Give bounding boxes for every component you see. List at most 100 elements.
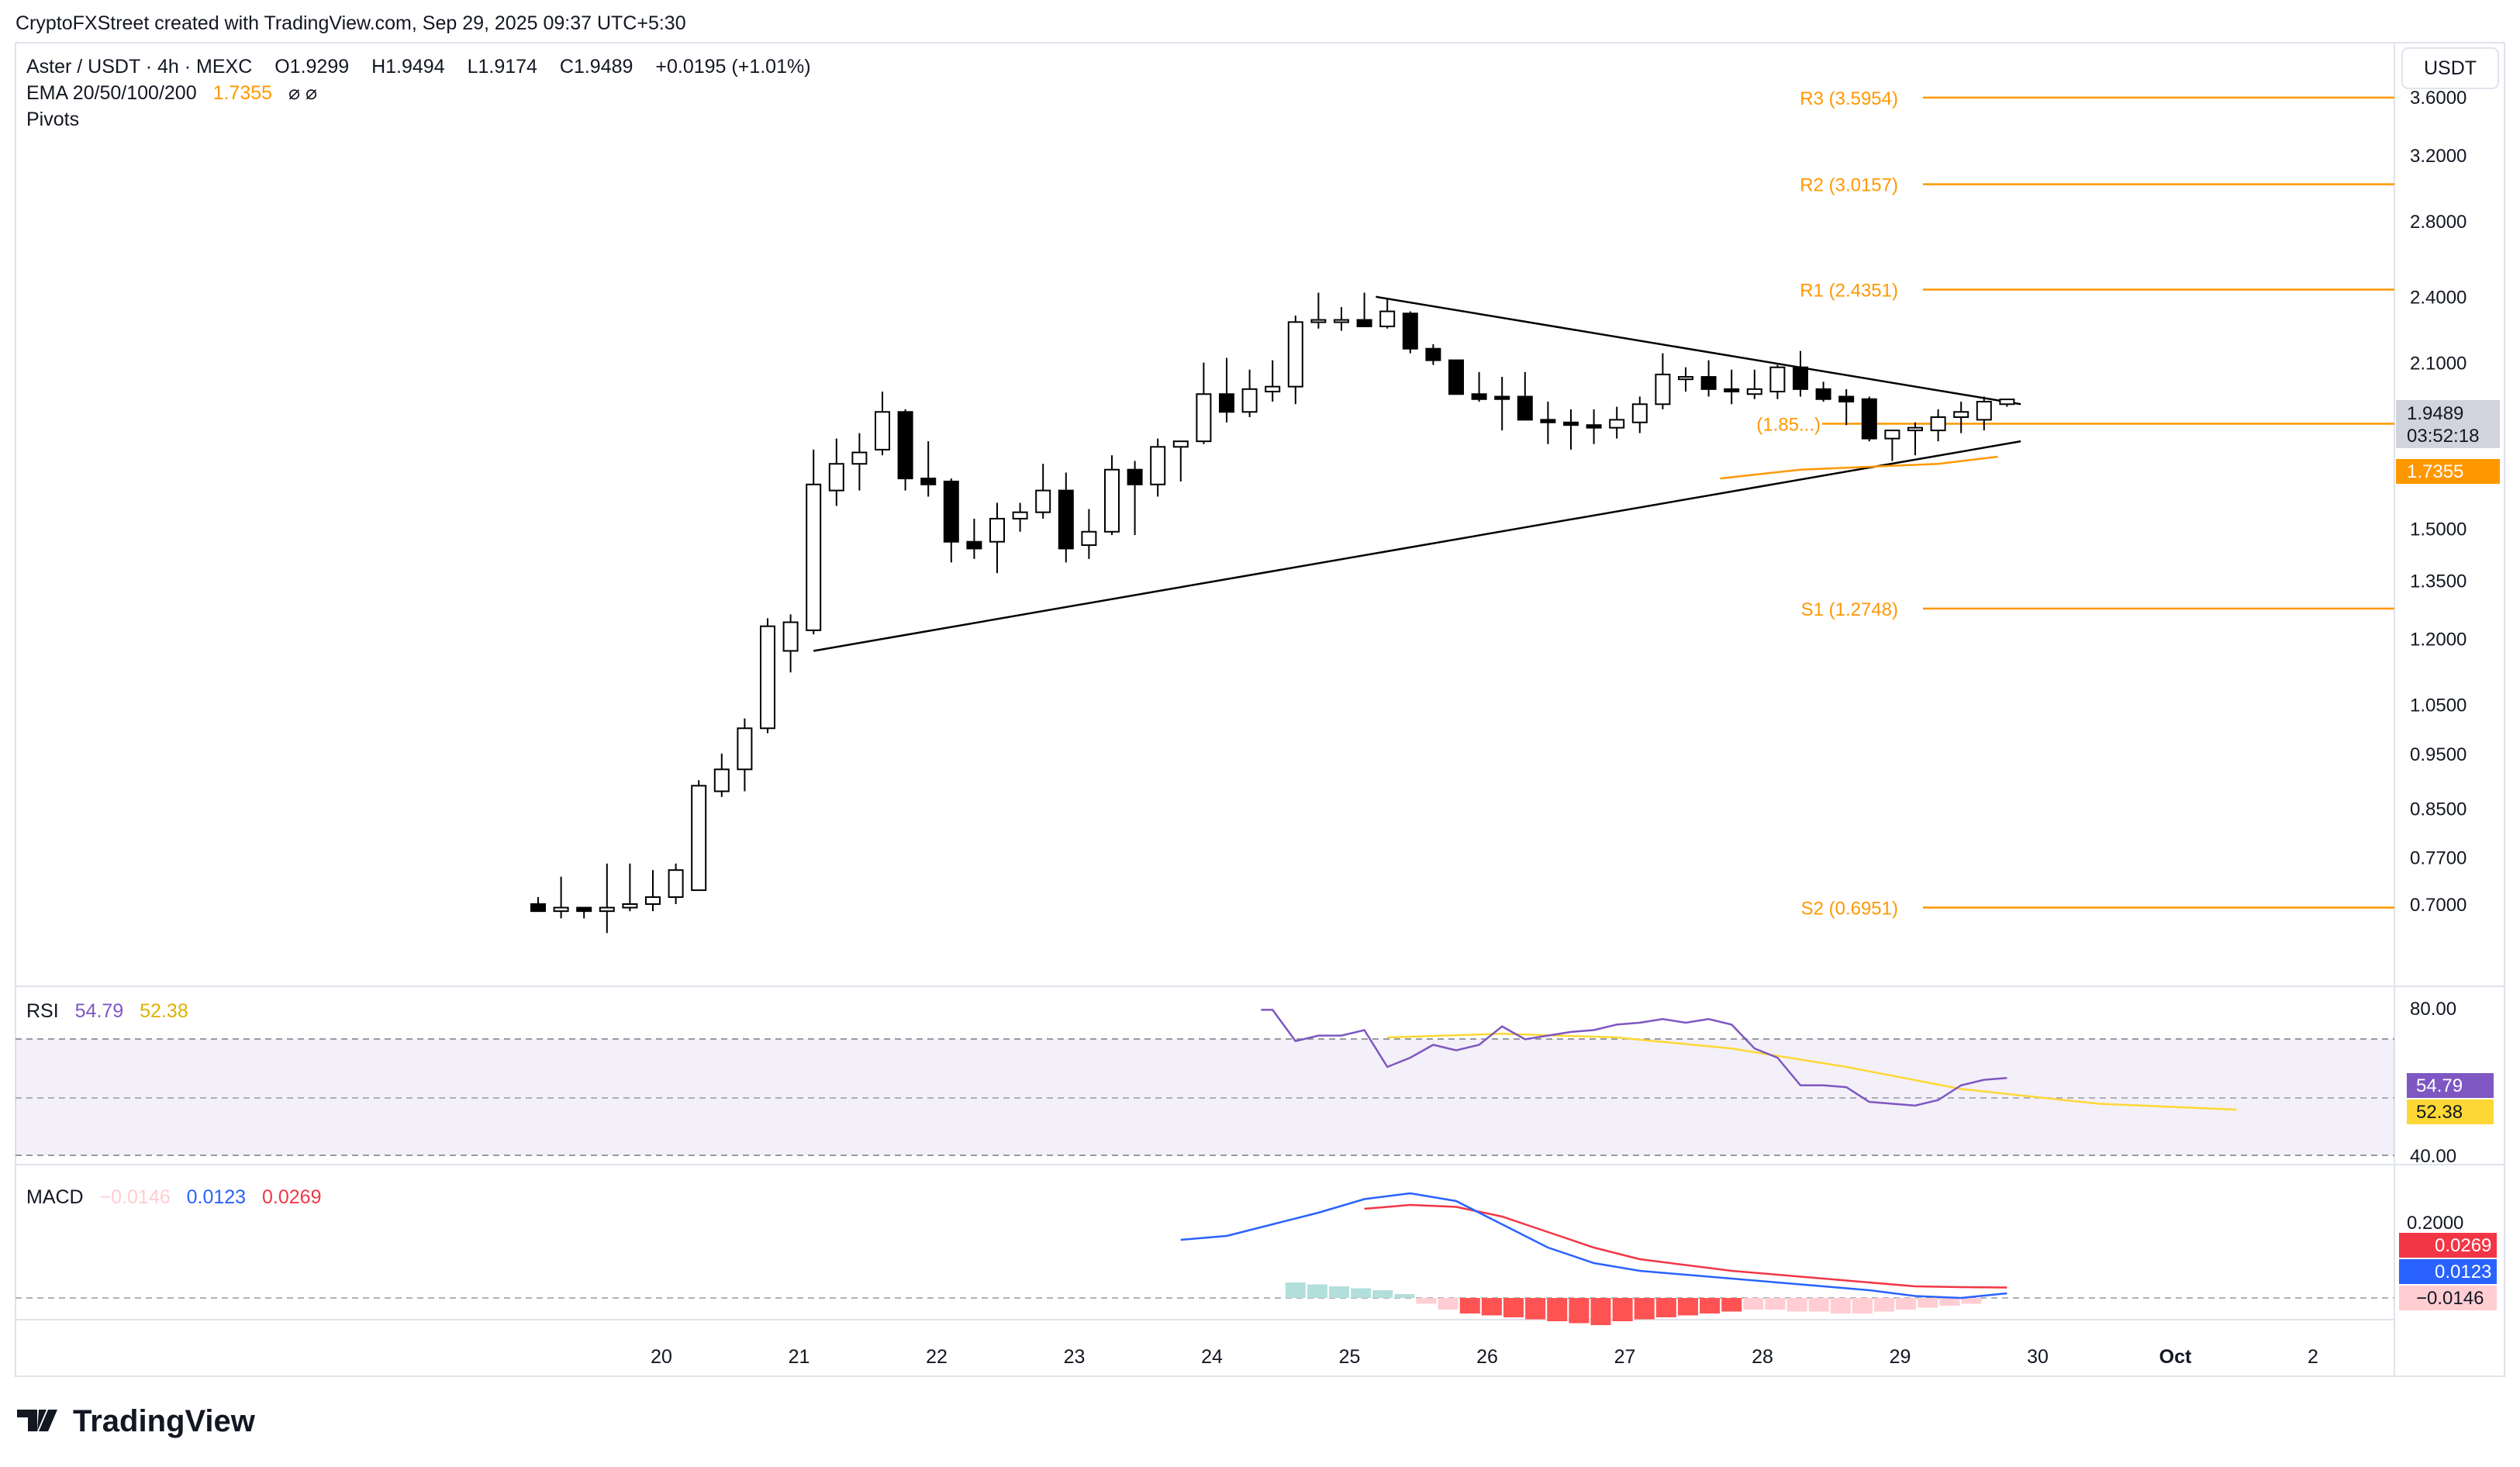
- price-tick-label: 0.8500: [2410, 799, 2466, 820]
- macd-hist-bar: [1394, 1294, 1415, 1298]
- time-tick-label: Oct: [2159, 1346, 2192, 1368]
- candle-body: [1586, 424, 1602, 429]
- candle-body: [1196, 393, 1212, 443]
- rsi-band: [16, 1039, 2394, 1155]
- macd-line-badge-value: 0.0123: [2435, 1262, 2491, 1282]
- macd-label: MACD: [26, 1186, 84, 1208]
- candle-body: [1402, 312, 1418, 350]
- macd-hist-bar: [1830, 1298, 1851, 1313]
- macd-hist-bar: [1285, 1282, 1306, 1298]
- ema-curve: [1720, 455, 1998, 480]
- candle-body: [668, 869, 684, 898]
- candle-body: [1035, 489, 1051, 513]
- time-tick-label: 22: [926, 1346, 948, 1368]
- price-tick-label: 3.2000: [2410, 146, 2466, 167]
- macd-hist-bar: [1481, 1298, 1502, 1316]
- macd-hist-bar: [1525, 1298, 1546, 1320]
- macd-signal-badge: [2399, 1233, 2497, 1258]
- candle-body: [943, 480, 959, 543]
- macd-line-value: 0.0123: [187, 1186, 246, 1208]
- macd-hist-bar: [1634, 1298, 1655, 1320]
- pivot-levels: R3 (3.5954) R2 (3.0157) R1 (2.4351) (1.85..…: [1756, 88, 2394, 919]
- candle-body: [1609, 419, 1625, 429]
- rsi-legend: RSI 54.79 52.38: [26, 1000, 188, 1022]
- legend-pivots[interactable]: Pivots: [26, 109, 79, 130]
- credit-text: CryptoFXStreet created with TradingView.…: [16, 12, 686, 34]
- price-axis[interactable]: 3.60003.20002.80002.40002.10001.70001.50…: [2410, 88, 2466, 916]
- ema-badge: [2396, 459, 2500, 484]
- candle-body: [1058, 489, 1074, 550]
- time-tick-label: 28: [1752, 1346, 1773, 1368]
- candle-body: [1907, 426, 1923, 432]
- last-price-badge: [2396, 400, 2500, 448]
- legend-ema-value: 1.7355: [213, 82, 272, 104]
- legend-high: H1.9494: [371, 56, 445, 78]
- candle-body: [1471, 393, 1487, 400]
- candle-body: [1448, 359, 1464, 395]
- time-tick-label: 27: [1614, 1346, 1636, 1368]
- macd-hist-bar: [1547, 1298, 1568, 1321]
- candle-body: [1700, 376, 1717, 390]
- price-tick-label: 2.1000: [2410, 354, 2466, 375]
- rsi-lines: [1261, 1009, 2237, 1111]
- candle-body: [1976, 401, 1992, 421]
- macd-hist-bar: [1918, 1298, 1938, 1308]
- candle-body: [599, 906, 615, 913]
- candle-body: [553, 906, 569, 913]
- macd-hist-bar: [1721, 1298, 1742, 1312]
- candle-body: [1815, 388, 1831, 400]
- legend-ema-row[interactable]: EMA 20/50/100/200 1.7355 ⌀ ⌀: [26, 82, 317, 104]
- price-tick-label: 1.0500: [2410, 695, 2466, 716]
- macd-line: [1180, 1192, 2007, 1300]
- time-tick-label: 30: [2027, 1346, 2049, 1368]
- pivot-label: S1 (1.2748): [1801, 599, 1898, 620]
- candle-body: [1150, 446, 1166, 485]
- price-tick-label: 1.5000: [2410, 519, 2466, 540]
- legend-ema-label: EMA 20/50/100/200: [26, 82, 197, 104]
- macd-hist-bar: [1351, 1288, 1372, 1298]
- time-tick-label: 25: [1339, 1346, 1361, 1368]
- candle-body: [828, 463, 844, 492]
- currency-selector[interactable]: [2401, 47, 2499, 89]
- candle-body: [1494, 395, 1510, 400]
- price-tick-label: 1.2000: [2410, 629, 2466, 650]
- rsi-ma-value: 52.38: [140, 1000, 188, 1022]
- tradingview-logo[interactable]: TradingView: [17, 1404, 256, 1438]
- macd-hist-bar: [1590, 1298, 1611, 1325]
- rsi-tick-label: 80.00: [2410, 999, 2456, 1020]
- macd-hist-bar: [1700, 1298, 1721, 1313]
- time-axis[interactable]: 20 21 22 23 24 25 26 27 28 29 30 Oct 2: [651, 1346, 2318, 1368]
- rsi-value: 54.79: [75, 1000, 124, 1022]
- triangle-upper-trendline: [1376, 295, 2021, 406]
- ema-badge-value: 1.7355: [2407, 461, 2463, 482]
- macd-hist-bar: [1765, 1298, 1786, 1310]
- candles: [530, 292, 2015, 934]
- macd-hist-bar: [1438, 1298, 1458, 1310]
- rsi-tick-label: 40.00: [2410, 1146, 2456, 1167]
- candle-body: [576, 906, 592, 913]
- candle-body: [1631, 403, 1648, 423]
- macd-hist-bar: [1852, 1298, 1873, 1313]
- legend-symbol-line: Aster / USDT · 4h · MEXC: [26, 56, 252, 78]
- candle-body: [920, 478, 937, 485]
- macd-lines: [1180, 1192, 2007, 1325]
- candle-body: [1769, 366, 1786, 393]
- macd-hist-bar: [1416, 1298, 1437, 1304]
- candle-body: [1861, 398, 1877, 440]
- macd-hist-bar: [1612, 1298, 1633, 1321]
- macd-hist-bar: [1329, 1286, 1350, 1298]
- candle-body: [1884, 430, 1900, 440]
- candle-body: [1953, 411, 1969, 418]
- pivot-label: S2 (0.6951): [1801, 898, 1898, 919]
- candle-body: [645, 896, 661, 905]
- candle-body: [1287, 321, 1303, 388]
- rsi-ma-line: [1387, 1032, 2237, 1111]
- price-tick-label: 0.7000: [2410, 895, 2466, 916]
- candle-body: [782, 621, 799, 652]
- candle-body: [1793, 366, 1808, 390]
- candle-body: [851, 451, 868, 465]
- chart-frame: [15, 42, 2505, 1377]
- rsi-line: [1261, 1009, 2007, 1107]
- macd-signal-line: [1364, 1203, 2007, 1289]
